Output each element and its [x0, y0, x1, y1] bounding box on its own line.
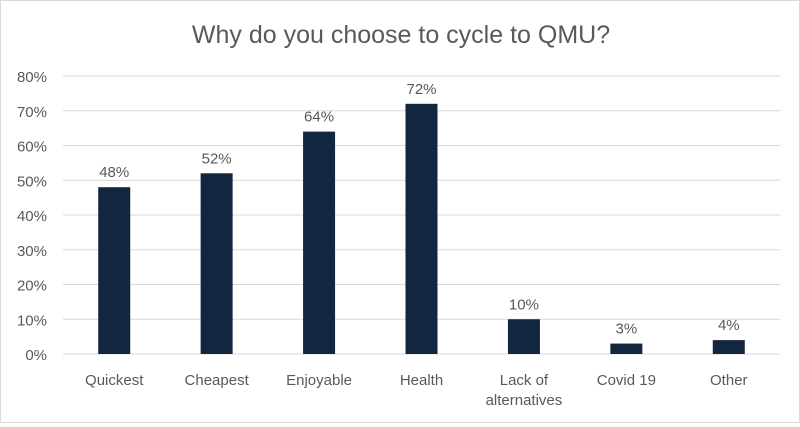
y-tick-label: 60%: [17, 139, 47, 156]
bar-health: [405, 103, 438, 354]
data-label: 48%: [99, 164, 129, 181]
y-tick-label: 10%: [17, 312, 47, 329]
bar-lack-of-alternatives: [507, 319, 540, 354]
data-label: 64%: [304, 109, 334, 126]
y-tick-label: 80%: [17, 69, 47, 86]
x-tick-label: Cheapest: [185, 372, 250, 389]
data-label: 52%: [202, 150, 232, 167]
x-tick-label: Other: [710, 372, 748, 389]
data-label: 4%: [718, 317, 740, 334]
data-label: 3%: [616, 321, 638, 338]
data-label: 10%: [509, 296, 539, 313]
x-tick-label: Health: [400, 372, 443, 389]
x-tick-label: Enjoyable: [286, 372, 352, 389]
bar-cheapest: [200, 173, 233, 354]
chart-title: Why do you choose to cycle to QMU?: [192, 21, 610, 49]
y-tick-label: 70%: [17, 104, 47, 121]
x-tick-label: Lack of: [500, 372, 549, 389]
x-tick-label: Quickest: [85, 372, 144, 389]
x-tick-label: alternatives: [486, 392, 563, 409]
bar-enjoyable: [303, 131, 336, 354]
data-label: 72%: [406, 81, 436, 98]
y-tick-label: 50%: [17, 173, 47, 190]
y-tick-label: 0%: [25, 347, 47, 364]
bar-covid-19: [610, 343, 643, 354]
bar-other: [712, 340, 745, 354]
bar-quickest: [98, 187, 131, 354]
y-tick-label: 20%: [17, 278, 47, 295]
y-tick-label: 30%: [17, 243, 47, 260]
x-tick-label: Covid 19: [597, 372, 656, 389]
y-tick-label: 40%: [17, 208, 47, 225]
